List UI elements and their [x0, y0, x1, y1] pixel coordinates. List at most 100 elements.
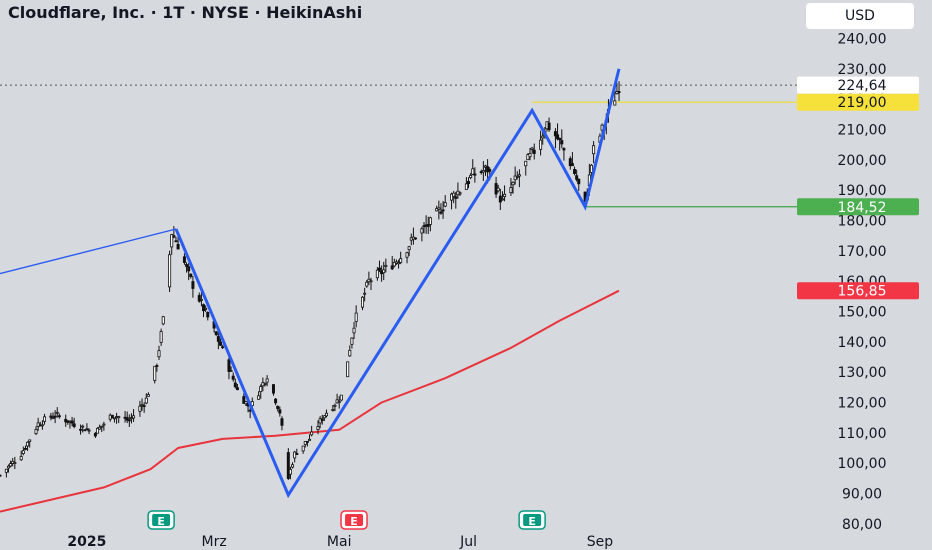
currency-button[interactable]: USD	[806, 3, 914, 29]
candle-body	[511, 181, 515, 186]
candle-body	[278, 409, 282, 414]
candle	[21, 446, 25, 456]
candle	[467, 177, 471, 189]
candle-body	[469, 175, 473, 178]
candle	[0, 474, 2, 477]
candle	[316, 420, 320, 435]
candle-body	[426, 224, 430, 227]
price-badge-label: 224,64	[838, 78, 887, 94]
candle	[333, 403, 337, 412]
candle	[617, 81, 621, 102]
candle	[428, 216, 432, 232]
candle-body	[467, 181, 471, 184]
candle	[214, 331, 218, 336]
candle	[9, 460, 13, 468]
candle	[458, 191, 462, 196]
candle-body	[98, 426, 102, 430]
candle-body	[322, 415, 326, 419]
candle	[191, 275, 195, 298]
candle	[452, 190, 456, 204]
candle	[295, 448, 299, 456]
x-axis[interactable]: 2025 Mrz Mai Jul Sep	[67, 534, 613, 550]
candle	[231, 372, 235, 382]
candle	[305, 440, 309, 447]
candle	[310, 425, 314, 437]
candle-body	[144, 397, 148, 404]
candle	[34, 426, 38, 436]
x-tick-label: Sep	[587, 534, 614, 550]
candle-body	[439, 211, 443, 214]
candle-body	[350, 337, 354, 345]
candle-body	[55, 411, 59, 414]
candle-body	[303, 441, 307, 445]
candle	[204, 305, 208, 313]
candle-body	[231, 375, 235, 380]
candle	[132, 409, 136, 422]
candle	[244, 400, 248, 406]
candle	[19, 450, 23, 461]
earnings-marker-chip	[523, 514, 542, 526]
candle-body	[28, 439, 32, 442]
candle	[524, 160, 528, 176]
candle	[286, 448, 290, 480]
y-tick-label: 100,00	[838, 456, 887, 472]
chart-title: Cloudflare, Inc. · 1T · NYSE · HeikinAsh…	[8, 3, 363, 22]
earnings-marker: E	[518, 510, 546, 530]
candle-body	[93, 433, 97, 437]
candle	[348, 345, 352, 357]
candle-body	[301, 445, 305, 452]
candle-body	[558, 137, 562, 140]
candle	[528, 147, 532, 161]
candle	[407, 245, 411, 256]
earnings-marker-chip	[152, 514, 171, 526]
candle	[229, 366, 233, 372]
candle-body	[6, 465, 10, 469]
earnings-marker: E	[340, 510, 368, 530]
candle-body	[573, 169, 577, 174]
candle	[509, 177, 513, 196]
candle-body	[157, 350, 161, 358]
candle-body	[214, 331, 218, 336]
candle-body	[204, 307, 208, 310]
candle-body	[263, 383, 267, 385]
candle	[511, 181, 515, 194]
candle-body	[51, 417, 55, 419]
candle	[390, 255, 394, 271]
candle-body	[233, 382, 237, 388]
candle	[49, 412, 53, 421]
candle	[411, 227, 415, 245]
candle-body	[271, 384, 275, 394]
candle-body	[197, 295, 201, 302]
moving-average-badge: 156,85	[797, 282, 919, 300]
candle	[346, 361, 350, 378]
candle	[530, 146, 534, 154]
candle	[443, 195, 447, 208]
candle	[481, 161, 485, 181]
candle	[216, 330, 220, 350]
candle	[159, 328, 163, 346]
candle-body	[146, 394, 150, 397]
candle	[361, 296, 365, 311]
candle	[337, 396, 341, 409]
candle-body	[34, 429, 38, 434]
candle-body	[13, 462, 17, 464]
candle-body	[168, 254, 172, 288]
candle	[526, 153, 530, 161]
candle	[570, 152, 574, 167]
candle-body	[568, 158, 572, 167]
earnings-marker-chip	[345, 514, 364, 526]
candle	[308, 434, 312, 441]
candle-body	[57, 415, 61, 418]
y-tick-label: 80,00	[842, 517, 882, 533]
candle	[397, 259, 401, 269]
candle	[93, 431, 97, 438]
earnings-marker-label: E	[350, 515, 358, 528]
candle	[293, 450, 297, 463]
x-tick-label: Jul	[459, 534, 477, 550]
y-tick-label: 230,00	[838, 62, 887, 78]
candle-body	[450, 193, 454, 201]
candle	[157, 345, 161, 361]
candle-body	[305, 440, 309, 443]
